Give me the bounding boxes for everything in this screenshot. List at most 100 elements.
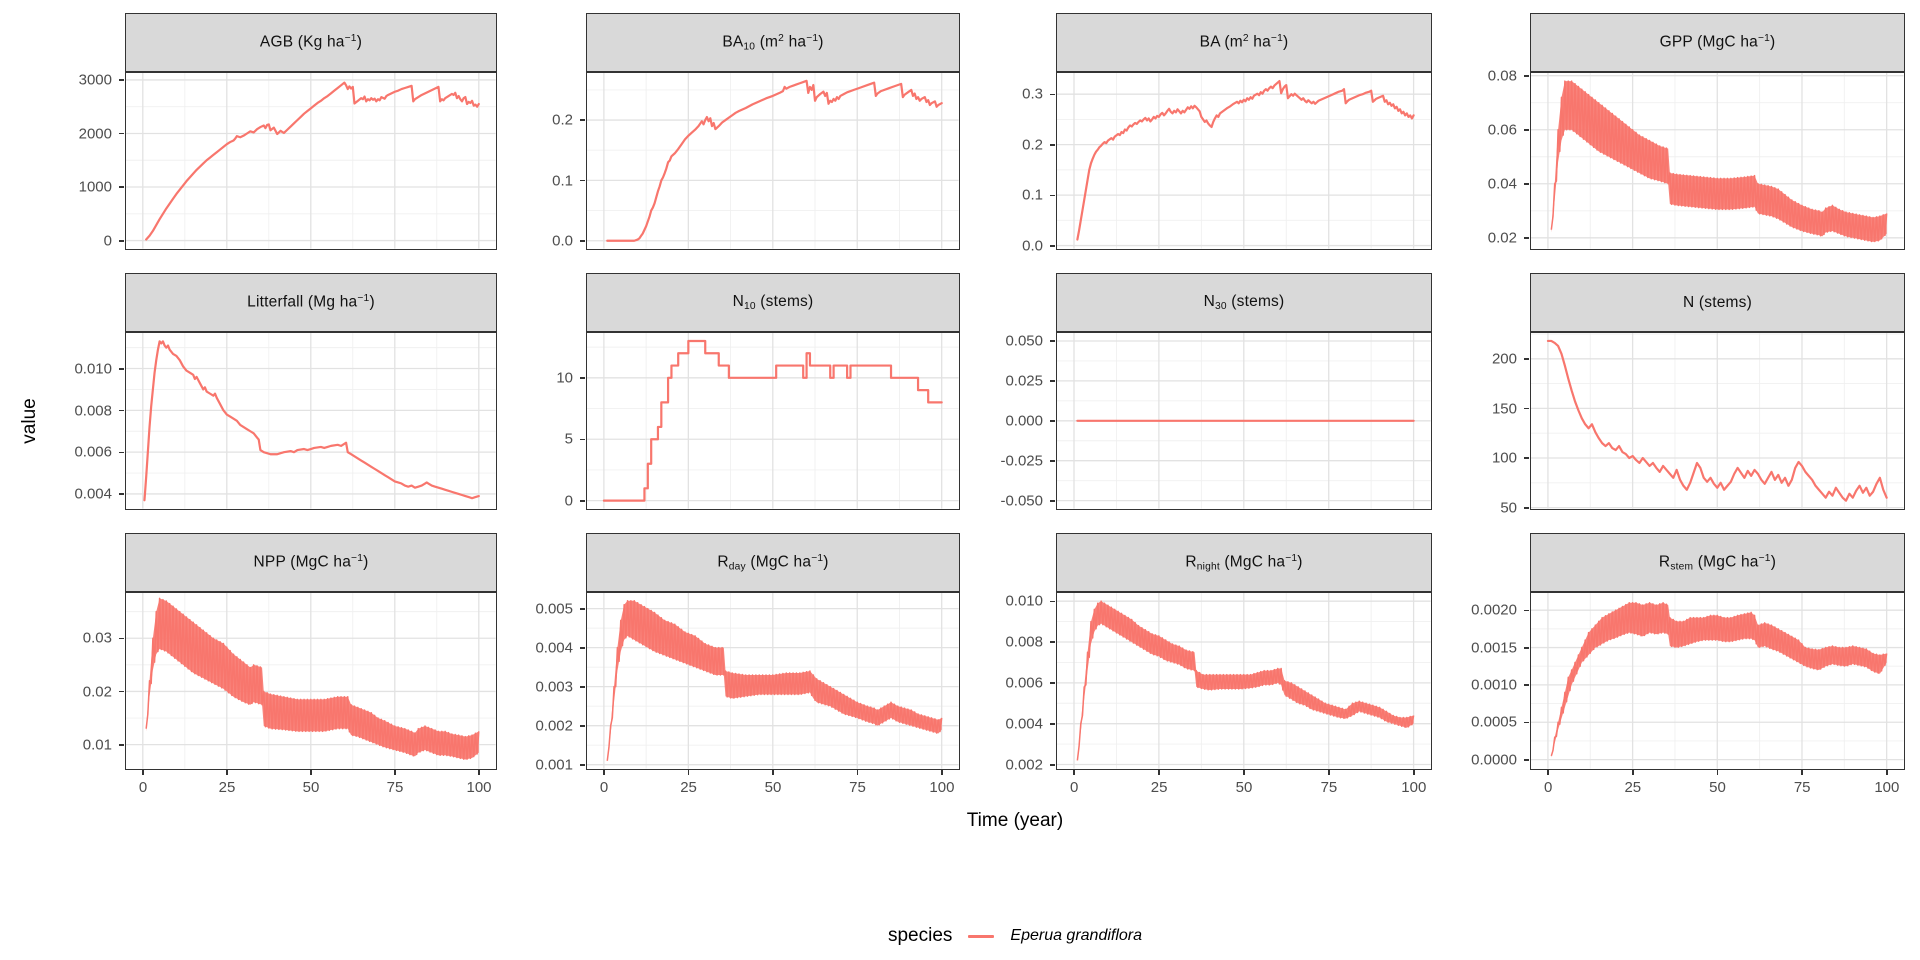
y-tick-mark-litterfall bbox=[119, 409, 124, 412]
y-tick-label-n10: 0 bbox=[564, 492, 573, 510]
y-tick-mark-npp bbox=[119, 744, 124, 746]
y-tick-mark-gpp bbox=[1524, 129, 1529, 131]
y-tick-mark-n bbox=[1524, 407, 1529, 410]
y-tick-mark-rstem bbox=[1524, 684, 1529, 686]
x-tick-label-npp: 25 bbox=[218, 779, 236, 796]
strip-title-ba10: BA10 (m2 ha−1) bbox=[722, 32, 824, 53]
y-tick-mark-npp bbox=[119, 637, 124, 640]
x-tick-mark-rday bbox=[772, 770, 774, 775]
x-tick-label-rstem: 100 bbox=[1874, 779, 1900, 796]
strip-rday: Rday (MgC ha−1) bbox=[586, 533, 960, 592]
y-tick-mark-gpp bbox=[1524, 183, 1529, 185]
strip-ba: BA (m2 ha−1) bbox=[1056, 13, 1432, 72]
panel-rstem bbox=[1530, 592, 1905, 770]
x-tick-mark-npp bbox=[142, 770, 144, 775]
y-tick-mark-ba bbox=[1050, 144, 1055, 146]
x-tick-label-rstem: 50 bbox=[1709, 779, 1726, 796]
y-tick-mark-ba bbox=[1050, 194, 1055, 197]
strip-title-ba: BA (m2 ha−1) bbox=[1199, 33, 1289, 51]
y-axis-title: value bbox=[19, 398, 40, 444]
y-tick-label-rday: 0.003 bbox=[535, 678, 573, 696]
y-tick-mark-ba bbox=[1050, 244, 1055, 247]
x-tick-label-rstem: 0 bbox=[1543, 779, 1553, 796]
strip-agb: AGB (Kg ha−1) bbox=[125, 13, 497, 72]
x-tick-mark-npp bbox=[226, 770, 228, 775]
y-tick-label-npp: 0.03 bbox=[82, 629, 112, 647]
x-tick-mark-npp bbox=[310, 770, 312, 775]
y-tick-label-gpp: 0.06 bbox=[1487, 121, 1517, 139]
x-tick-label-rday: 100 bbox=[929, 779, 955, 796]
strip-title-npp: NPP (MgC ha−1) bbox=[253, 553, 369, 571]
x-tick-label-rday: 25 bbox=[680, 779, 697, 796]
y-tick-mark-agb bbox=[119, 186, 124, 189]
y-tick-label-rstem: 0.0015 bbox=[1471, 639, 1517, 657]
x-tick-label-rnight: 100 bbox=[1401, 779, 1427, 796]
y-tick-mark-rnight bbox=[1050, 641, 1055, 643]
y-tick-label-n10: 5 bbox=[564, 430, 573, 448]
x-tick-mark-rday bbox=[603, 770, 605, 775]
x-tick-mark-npp bbox=[478, 770, 480, 775]
y-tick-mark-agb bbox=[119, 239, 124, 242]
strip-rnight: Rnight (MgC ha−1) bbox=[1056, 533, 1432, 592]
y-tick-mark-rstem bbox=[1524, 721, 1529, 724]
x-tick-mark-rstem bbox=[1716, 770, 1719, 775]
y-tick-label-n30: -0.050 bbox=[1000, 492, 1043, 510]
y-tick-label-rstem: 0.0005 bbox=[1471, 713, 1517, 731]
y-tick-label-ba: 0.0 bbox=[1022, 237, 1043, 255]
y-tick-label-rstem: 0.0010 bbox=[1471, 676, 1517, 694]
strip-npp: NPP (MgC ha−1) bbox=[125, 533, 497, 592]
y-tick-label-rnight: 0.010 bbox=[1005, 592, 1043, 610]
strip-title-agb: AGB (Kg ha−1) bbox=[259, 33, 363, 51]
y-tick-label-agb: 2000 bbox=[78, 125, 112, 143]
y-tick-label-n: 150 bbox=[1491, 400, 1517, 418]
strip-title-gpp: GPP (MgC ha−1) bbox=[1659, 33, 1776, 51]
x-tick-label-rstem: 75 bbox=[1793, 779, 1811, 796]
y-tick-label-n30: 0.000 bbox=[1005, 412, 1043, 430]
y-tick-mark-ba10 bbox=[580, 119, 585, 122]
y-tick-label-ba: 0.3 bbox=[1022, 85, 1043, 103]
y-tick-mark-ba10 bbox=[580, 179, 585, 182]
y-tick-mark-rnight bbox=[1050, 682, 1055, 684]
legend-line-swatch bbox=[968, 934, 995, 938]
y-tick-mark-npp bbox=[119, 690, 124, 693]
y-tick-mark-rstem bbox=[1524, 759, 1529, 761]
y-tick-label-rday: 0.001 bbox=[535, 756, 573, 774]
y-tick-mark-rday bbox=[580, 608, 585, 610]
y-tick-mark-n30 bbox=[1050, 340, 1055, 342]
y-tick-label-litterfall: 0.004 bbox=[74, 485, 112, 503]
y-tick-label-npp: 0.02 bbox=[82, 683, 112, 701]
x-tick-label-npp: 50 bbox=[302, 779, 320, 796]
strip-n10: N10 (stems) bbox=[586, 273, 960, 332]
y-tick-mark-ba10 bbox=[580, 240, 585, 242]
y-tick-mark-gpp bbox=[1524, 237, 1529, 239]
y-tick-mark-litterfall bbox=[119, 493, 124, 495]
panel-npp bbox=[125, 592, 497, 770]
x-tick-label-npp: 100 bbox=[466, 779, 492, 796]
panel-litterfall bbox=[125, 332, 497, 510]
strip-ba10: BA10 (m2 ha−1) bbox=[586, 13, 960, 72]
y-tick-label-gpp: 0.08 bbox=[1487, 67, 1517, 85]
x-tick-mark-rnight bbox=[1073, 770, 1075, 775]
x-tick-mark-rstem bbox=[1632, 770, 1634, 775]
y-tick-label-ba: 0.1 bbox=[1022, 186, 1043, 204]
y-tick-label-agb: 1000 bbox=[78, 178, 112, 196]
panel-n bbox=[1530, 332, 1905, 510]
panel-ba bbox=[1056, 72, 1432, 250]
strip-title-n10: N10 (stems) bbox=[732, 292, 814, 313]
strip-title-rstem: Rstem (MgC ha−1) bbox=[1658, 552, 1777, 573]
y-tick-mark-n30 bbox=[1050, 420, 1055, 422]
x-tick-label-npp: 75 bbox=[386, 779, 404, 796]
y-tick-mark-ba bbox=[1050, 93, 1055, 96]
x-tick-mark-rstem bbox=[1801, 770, 1803, 775]
y-tick-mark-rday bbox=[580, 647, 585, 649]
x-tick-mark-rnight bbox=[1413, 770, 1415, 775]
x-tick-mark-rday bbox=[687, 770, 690, 775]
panel-ba10 bbox=[586, 72, 960, 250]
x-tick-mark-rstem bbox=[1886, 770, 1888, 775]
x-tick-label-rnight: 50 bbox=[1235, 779, 1253, 796]
y-tick-label-n30: 0.050 bbox=[1005, 332, 1043, 350]
strip-title-rnight: Rnight (MgC ha−1) bbox=[1185, 552, 1303, 573]
legend-title: species bbox=[887, 925, 953, 946]
y-tick-mark-n30 bbox=[1050, 380, 1055, 382]
